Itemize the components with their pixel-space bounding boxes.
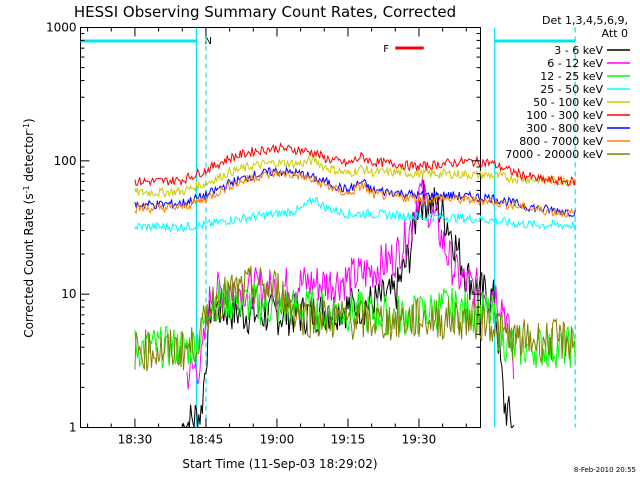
series-line (134, 196, 576, 233)
y-tick-label: 1000 (46, 21, 77, 35)
series-line (181, 180, 515, 428)
y-axis-title-mid: detector (22, 131, 36, 186)
night-label: N (204, 36, 211, 47)
legend-label: 6 - 12 keV (547, 57, 603, 70)
legend-header-1: Det 1,3,4,5,6,9, (542, 14, 628, 27)
series-line (134, 142, 576, 188)
x-tick-label: 19:00 (260, 433, 295, 447)
x-tick-label: 18:30 (118, 433, 153, 447)
y-axis: 1 10 100 1000 (46, 21, 481, 435)
series-layer (134, 142, 576, 428)
y-axis-title-sup1: -1 (22, 185, 31, 193)
footer-timestamp: 8-Feb-2010 20:55 (574, 466, 636, 474)
legend-label: 7000 - 20000 keV (505, 148, 603, 161)
y-axis-title-end: ) (22, 118, 36, 123)
x-tick-label: 19:30 (402, 433, 437, 447)
x-axis-title: Start Time (11-Sep-03 18:29:02) (182, 457, 377, 471)
legend-label: 12 - 25 keV (540, 70, 603, 83)
x-axis: 18:30 18:45 19:00 19:15 19:30 (87, 27, 467, 447)
y-axis-title: Corrected Count Rate (s-1 detector-1) (22, 118, 37, 337)
series-line (134, 169, 576, 218)
y-tick-label: 1 (69, 421, 77, 435)
y-tick-label: 100 (54, 154, 77, 168)
flare-label: F (383, 44, 389, 55)
x-tick-label: 19:15 (331, 433, 366, 447)
legend-label: 25 - 50 keV (540, 83, 603, 96)
series-line (186, 177, 515, 390)
legend-label: 50 - 100 keV (533, 96, 603, 109)
chart-title: HESSI Observing Summary Count Rates, Cor… (74, 3, 456, 21)
series-line (134, 280, 576, 369)
legend-header-2: Att 0 (602, 27, 628, 40)
legend-label: 300 - 800 keV (526, 122, 603, 135)
x-tick-label: 18:45 (189, 433, 224, 447)
legend-label: 3 - 6 keV (554, 44, 603, 57)
y-axis-title-main: Corrected Count Rate (s (22, 193, 36, 337)
y-axis-title-sup2: -1 (22, 123, 31, 131)
series-line (134, 265, 576, 372)
legend-label: 800 - 7000 keV (519, 135, 603, 148)
orbit-annotations: N F (80, 27, 576, 428)
series-line (134, 165, 576, 218)
series-line (134, 155, 576, 198)
y-tick-label: 10 (61, 287, 76, 301)
legend-label: 100 - 300 keV (526, 109, 603, 122)
plot-frame (80, 27, 481, 428)
